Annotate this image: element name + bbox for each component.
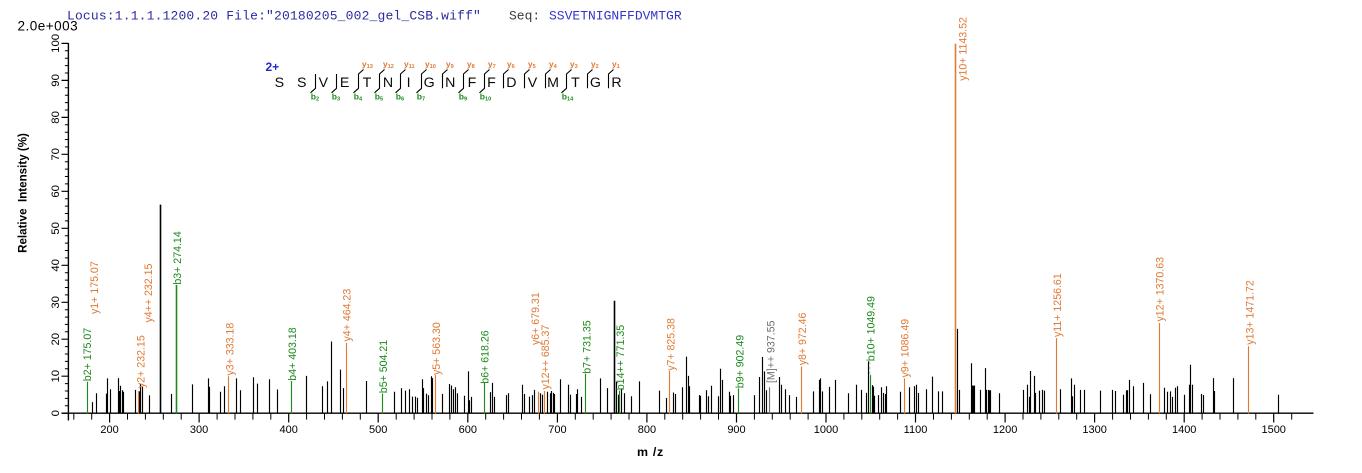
svg-text:b9+ 902.49: b9+ 902.49 bbox=[734, 335, 746, 388]
svg-text:y11+ 1256.61: y11+ 1256.61 bbox=[1052, 273, 1064, 337]
svg-text:Locus:1.1.1.1200.20 File:"2018: Locus:1.1.1.1200.20 File:"20180205_002_g… bbox=[67, 9, 481, 24]
svg-text:b2+ 175.07: b2+ 175.07 bbox=[82, 328, 94, 381]
svg-text:y12+ 1370.63: y12+ 1370.63 bbox=[1155, 257, 1167, 322]
svg-text:y11: y11 bbox=[404, 59, 415, 70]
svg-text:400: 400 bbox=[280, 424, 298, 436]
svg-text:y7: y7 bbox=[488, 59, 496, 70]
svg-text:80: 80 bbox=[50, 111, 62, 124]
svg-text:b6+ 618.26: b6+ 618.26 bbox=[480, 330, 492, 383]
svg-text:70: 70 bbox=[50, 148, 62, 161]
svg-text:2+: 2+ bbox=[266, 60, 280, 74]
svg-text:T: T bbox=[571, 75, 580, 91]
svg-text:y5: y5 bbox=[528, 59, 536, 70]
svg-text:y5+ 563.30: y5+ 563.30 bbox=[431, 322, 443, 375]
svg-text:y1+ 175.07: y1+ 175.07 bbox=[89, 261, 101, 314]
svg-text:y1: y1 bbox=[612, 59, 620, 70]
svg-text:E: E bbox=[340, 75, 349, 91]
svg-text:F: F bbox=[487, 75, 496, 91]
svg-text:y8: y8 bbox=[467, 59, 475, 70]
svg-text:y3+ 333.18: y3+ 333.18 bbox=[224, 323, 236, 376]
svg-text:90: 90 bbox=[50, 74, 62, 87]
svg-text:Seq:: Seq: bbox=[509, 9, 540, 24]
svg-text:y4++ 232.15: y4++ 232.15 bbox=[143, 263, 155, 322]
svg-text:I: I bbox=[407, 75, 411, 91]
svg-text:y2+ 232.15: y2+ 232.15 bbox=[135, 335, 147, 388]
svg-text:30: 30 bbox=[50, 296, 62, 309]
svg-text:300: 300 bbox=[190, 424, 208, 436]
svg-text:b6: b6 bbox=[396, 92, 404, 103]
svg-text:b14: b14 bbox=[562, 92, 574, 103]
svg-text:y9: y9 bbox=[446, 59, 454, 70]
svg-text:b7+ 731.35: b7+ 731.35 bbox=[581, 320, 593, 373]
svg-text:b4: b4 bbox=[354, 92, 363, 103]
svg-text:1200: 1200 bbox=[993, 424, 1017, 436]
svg-text:S: S bbox=[297, 75, 306, 91]
svg-text:100: 100 bbox=[50, 34, 62, 53]
svg-text:y4: y4 bbox=[549, 59, 558, 70]
svg-text:[M]++ 937.55: [M]++ 937.55 bbox=[765, 320, 777, 383]
svg-text:700: 700 bbox=[548, 424, 566, 436]
svg-text:y4+ 464.23: y4+ 464.23 bbox=[342, 289, 354, 342]
svg-text:500: 500 bbox=[369, 424, 387, 436]
svg-text:900: 900 bbox=[727, 424, 745, 436]
svg-text:0: 0 bbox=[50, 410, 62, 416]
svg-text:y7+ 825.38: y7+ 825.38 bbox=[665, 318, 677, 371]
svg-text:y6+ 679.31: y6+ 679.31 bbox=[530, 292, 542, 345]
svg-text:b3: b3 bbox=[332, 92, 340, 103]
svg-text:y13+ 1471.72: y13+ 1471.72 bbox=[1244, 280, 1256, 345]
svg-text:1400: 1400 bbox=[1172, 424, 1196, 436]
svg-text:y2: y2 bbox=[591, 59, 599, 70]
svg-text:y12++ 685.37: y12++ 685.37 bbox=[540, 325, 552, 390]
svg-text:V: V bbox=[319, 75, 329, 91]
svg-text:T: T bbox=[363, 75, 372, 91]
svg-text:40: 40 bbox=[50, 259, 62, 272]
svg-text:R: R bbox=[611, 75, 621, 91]
svg-text:SSVETNIGNFFDVMTGR: SSVETNIGNFFDVMTGR bbox=[549, 9, 682, 24]
svg-text:2.0e+003: 2.0e+003 bbox=[18, 19, 79, 34]
svg-text:200: 200 bbox=[100, 424, 118, 436]
svg-text:M: M bbox=[547, 75, 559, 91]
svg-text:V: V bbox=[528, 75, 538, 91]
svg-text:1500: 1500 bbox=[1261, 424, 1285, 436]
svg-text:y8+ 972.46: y8+ 972.46 bbox=[797, 312, 809, 365]
svg-text:b7: b7 bbox=[417, 92, 425, 103]
svg-text:b9: b9 bbox=[459, 92, 467, 103]
svg-text:10: 10 bbox=[50, 370, 62, 383]
svg-text:N: N bbox=[445, 75, 455, 91]
svg-text:b10: b10 bbox=[480, 92, 491, 103]
svg-text:m /z: m /z bbox=[637, 445, 664, 459]
svg-text:b10+ 1049.49: b10+ 1049.49 bbox=[865, 296, 877, 361]
svg-text:y9+ 1086.49: y9+ 1086.49 bbox=[900, 319, 912, 378]
svg-text:y6: y6 bbox=[507, 59, 515, 70]
svg-text:y3: y3 bbox=[570, 59, 578, 70]
svg-text:b5+ 504.21: b5+ 504.21 bbox=[378, 340, 390, 393]
svg-text:y10: y10 bbox=[425, 59, 436, 70]
svg-text:b14++ 771.35: b14++ 771.35 bbox=[615, 325, 627, 391]
svg-text:G: G bbox=[424, 75, 435, 91]
svg-text:20: 20 bbox=[50, 333, 62, 346]
svg-text:Relative Intensity (%): Relative Intensity (%) bbox=[17, 133, 30, 253]
svg-text:F: F bbox=[468, 75, 477, 91]
svg-text:50: 50 bbox=[50, 222, 62, 235]
svg-text:b5: b5 bbox=[375, 92, 383, 103]
svg-text:y10+ 1143.52: y10+ 1143.52 bbox=[957, 17, 969, 81]
svg-text:600: 600 bbox=[459, 424, 477, 436]
svg-text:y12: y12 bbox=[383, 59, 394, 70]
svg-text:N: N bbox=[383, 75, 393, 91]
svg-text:800: 800 bbox=[638, 424, 656, 436]
svg-text:1100: 1100 bbox=[904, 424, 928, 436]
svg-text:1300: 1300 bbox=[1082, 424, 1106, 436]
svg-text:b3+ 274.14: b3+ 274.14 bbox=[172, 231, 184, 284]
svg-text:G: G bbox=[590, 75, 601, 91]
svg-text:60: 60 bbox=[50, 185, 62, 198]
svg-text:1000: 1000 bbox=[814, 424, 838, 436]
svg-text:S: S bbox=[275, 75, 284, 91]
svg-text:b2: b2 bbox=[311, 92, 319, 103]
svg-text:D: D bbox=[506, 75, 516, 91]
svg-text:b4+ 403.18: b4+ 403.18 bbox=[287, 327, 299, 380]
svg-text:y13: y13 bbox=[362, 59, 373, 70]
